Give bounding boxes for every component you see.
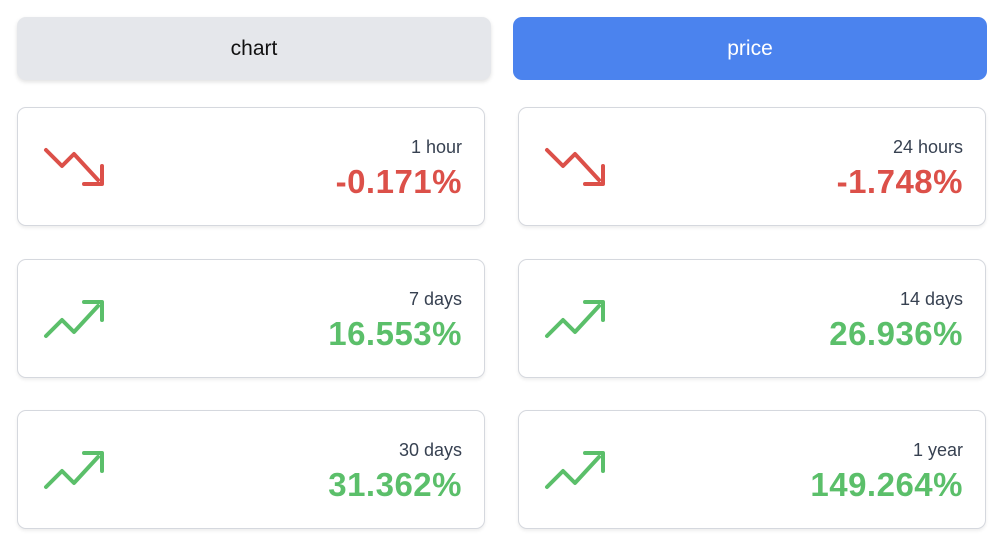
card-change-value: -0.171% [335,163,462,200]
change-card-1-hour: 1 hour -0.171% [17,107,485,226]
card-change-value: 149.264% [810,466,963,503]
tab-chart[interactable]: chart [17,17,491,80]
change-card-14-days: 14 days 26.936% [518,259,986,378]
change-card-7-days: 7 days 16.553% [17,259,485,378]
tab-price[interactable]: price [513,17,987,80]
trend-up-icon [545,451,605,489]
change-card-30-days: 30 days 31.362% [17,410,485,529]
card-change-value: -1.748% [836,163,963,200]
trend-up-icon [545,300,605,338]
trend-up-icon [44,300,104,338]
trend-up-icon [44,451,104,489]
card-period-label: 1 year [912,440,963,460]
change-card-24-hours: 24 hours -1.748% [518,107,986,226]
change-card-1-year: 1 year 149.264% [518,410,986,529]
card-period-label: 30 days [398,440,462,460]
card-change-value: 26.936% [829,315,963,352]
view-tabs: chart price [17,17,987,80]
card-period-label: 14 days [899,289,963,309]
card-change-value: 16.553% [328,315,462,352]
card-period-label: 1 hour [410,137,462,157]
card-period-label: 24 hours [892,137,963,157]
trend-down-icon [545,148,605,186]
trend-down-icon [44,148,104,186]
card-change-value: 31.362% [328,466,462,503]
card-period-label: 7 days [408,289,462,309]
